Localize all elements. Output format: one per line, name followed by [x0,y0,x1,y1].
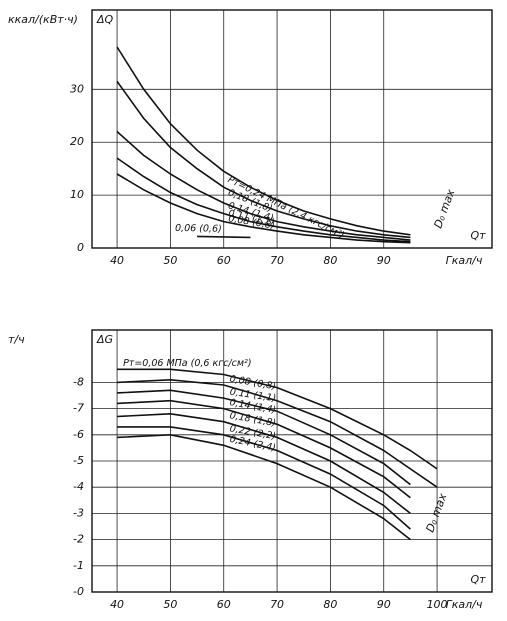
x-tick-label: 70 [270,598,284,611]
y-unit: т/ч [8,333,25,346]
x-tick-label: 80 [323,598,337,611]
curve [116,46,411,236]
y-label: ΔG [96,333,113,346]
curve [117,389,411,486]
y-tick-label: -7 [73,402,84,415]
curve [117,426,411,530]
x-unit: Гкал/ч [446,598,483,611]
curve [117,433,411,541]
plot-frame [91,329,493,593]
y-tick-label: -4 [73,480,84,493]
y-tick-label: 20 [70,135,84,148]
curve [117,378,438,488]
x-tick-label: 90 [377,598,391,611]
x-tick-label: 80 [323,254,337,267]
curve-label: Pт=0,06 МПа (0,6 кгс/см²) [123,358,251,369]
y-tick-label: -2 [73,533,84,546]
y-tick-label: -5 [73,454,84,467]
x-tick-label: 40 [110,254,124,267]
y-tick-label: -0 [73,585,84,598]
curve [116,157,411,243]
x-tick-label: 100 [427,598,448,611]
annotation: D₀ max [431,187,457,230]
y-tick-label: 0 [77,241,84,254]
x-label: Qт [470,573,486,586]
y-tick-label: -8 [73,375,84,388]
x-tick-label: 90 [377,254,391,267]
curve [117,412,411,515]
y-unit: ккал/(кВт·ч) [8,13,78,26]
x-tick-label: 50 [163,598,177,611]
x-unit: Гкал/ч [446,254,483,267]
x-tick-label: 60 [217,254,231,267]
annotation: D₀ max [423,491,449,534]
curve [197,235,251,239]
y-tick-label: -3 [73,506,84,519]
plot: 40 50 60 70 80 90 0 10 20 30 ккал/(кВт·ч) ΔQ Гкал/ч Q… [8,9,493,267]
plot: 40 50 60 70 80 90 100 -0 -1 -2 -3 -4 -5 -6 -7 -8 т/ч ΔG Гк… [8,329,493,611]
y-tick-label: -1 [73,559,84,572]
curve [117,399,411,499]
x-tick-label: 70 [270,254,284,267]
curve-label: 0,06 (0,6) [175,223,222,235]
x-tick-label: 60 [217,598,231,611]
curve [116,173,411,244]
y-label: ΔQ [96,13,114,26]
curve [116,131,411,241]
x-tick-label: 40 [110,598,124,611]
y-tick-label: 30 [70,82,84,95]
x-label: Qт [470,229,486,242]
plot-frame [91,9,493,249]
curve [117,368,438,470]
curve [116,80,411,239]
y-tick-label: 10 [70,188,84,201]
x-tick-label: 50 [163,254,177,267]
y-tick-label: -6 [73,428,84,441]
